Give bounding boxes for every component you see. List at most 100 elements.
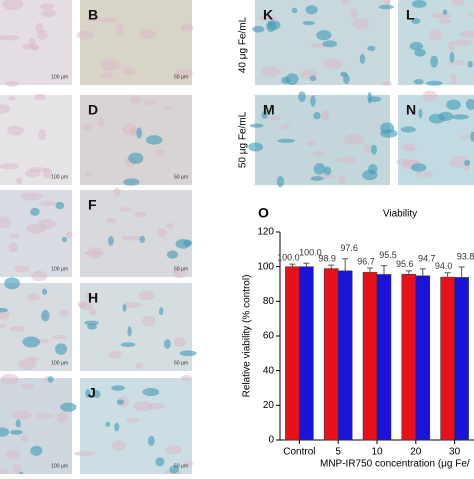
cell [108,350,122,359]
stain [108,236,114,246]
cell [428,29,442,41]
bar [401,274,417,441]
chart-title: Viability [383,209,417,220]
stain [413,78,424,85]
cell [20,383,35,390]
cell [16,177,23,185]
stain [411,17,421,24]
bar [454,277,469,441]
cell [458,30,474,38]
cell [79,301,94,310]
stain [142,387,160,397]
y-tick-label: 80 [263,296,275,307]
stain [183,239,193,247]
stain [400,126,416,133]
cell [0,35,20,41]
stain [116,399,125,405]
y-tick-label: 60 [263,331,275,342]
cell [97,117,105,127]
cell [133,401,153,412]
stain [139,235,146,243]
stain [85,389,91,398]
cell [28,167,49,173]
x-axis-label: MNP-IR750 concentration (μg Fe/ [320,459,470,470]
micrograph [398,95,474,185]
bar [415,275,431,441]
cell [100,59,121,72]
cell [0,468,9,475]
y-tick-label: 0 [268,435,274,446]
cell [164,105,173,110]
stain [84,320,99,326]
cell [343,133,366,145]
cell [0,323,7,328]
cell [438,18,452,25]
cell [34,93,46,101]
stain [446,99,461,110]
cell [122,302,142,309]
panel-label: H [88,290,98,306]
y-axis-label: Relative viability (% control) [242,275,253,398]
x-tick-label: 10 [371,447,383,458]
cell [0,216,11,229]
cell [12,464,23,474]
stain [128,152,144,164]
stain [430,55,439,68]
cell [26,293,41,301]
cell [352,18,370,30]
cell [100,17,119,23]
stain [310,176,324,181]
cell [468,13,474,18]
stain [414,48,426,57]
cell [111,440,127,451]
stain [467,61,473,68]
cell [40,9,56,18]
stain [305,5,318,15]
stain [55,343,68,355]
cell [180,23,194,32]
cell [451,0,465,6]
stain [285,73,299,85]
cell [31,270,48,282]
error-bar [342,258,349,271]
cell [21,434,29,443]
cell [126,417,139,423]
cell [76,30,94,40]
x-tick-label: 5 [335,447,341,458]
cell [431,12,451,19]
stain [10,429,23,435]
chart-label: O [258,205,269,221]
cell [9,326,26,332]
stain [47,376,54,383]
cell [258,15,278,21]
cell [88,308,97,316]
cell [381,81,393,86]
stain [380,129,398,138]
cell [447,40,456,51]
cell [338,175,346,185]
stain [163,339,171,349]
cell [0,163,20,170]
cell [173,337,186,348]
scale-label: 100 μm [51,266,68,272]
stain [442,9,448,15]
stain [291,7,298,14]
cell [415,171,434,178]
bar [299,266,314,441]
stain [169,465,179,474]
cell [35,22,44,34]
cell [183,461,194,467]
cell [142,315,156,327]
cell [261,66,281,78]
error-bar [328,264,335,269]
cell [65,231,73,239]
cell [2,0,24,11]
cell [166,223,174,229]
value-label: 94.7 [418,253,436,263]
stain [0,308,8,313]
stain [41,288,48,295]
stain [276,176,285,188]
scale-label: 100 μm [51,174,68,180]
stain [464,159,471,166]
